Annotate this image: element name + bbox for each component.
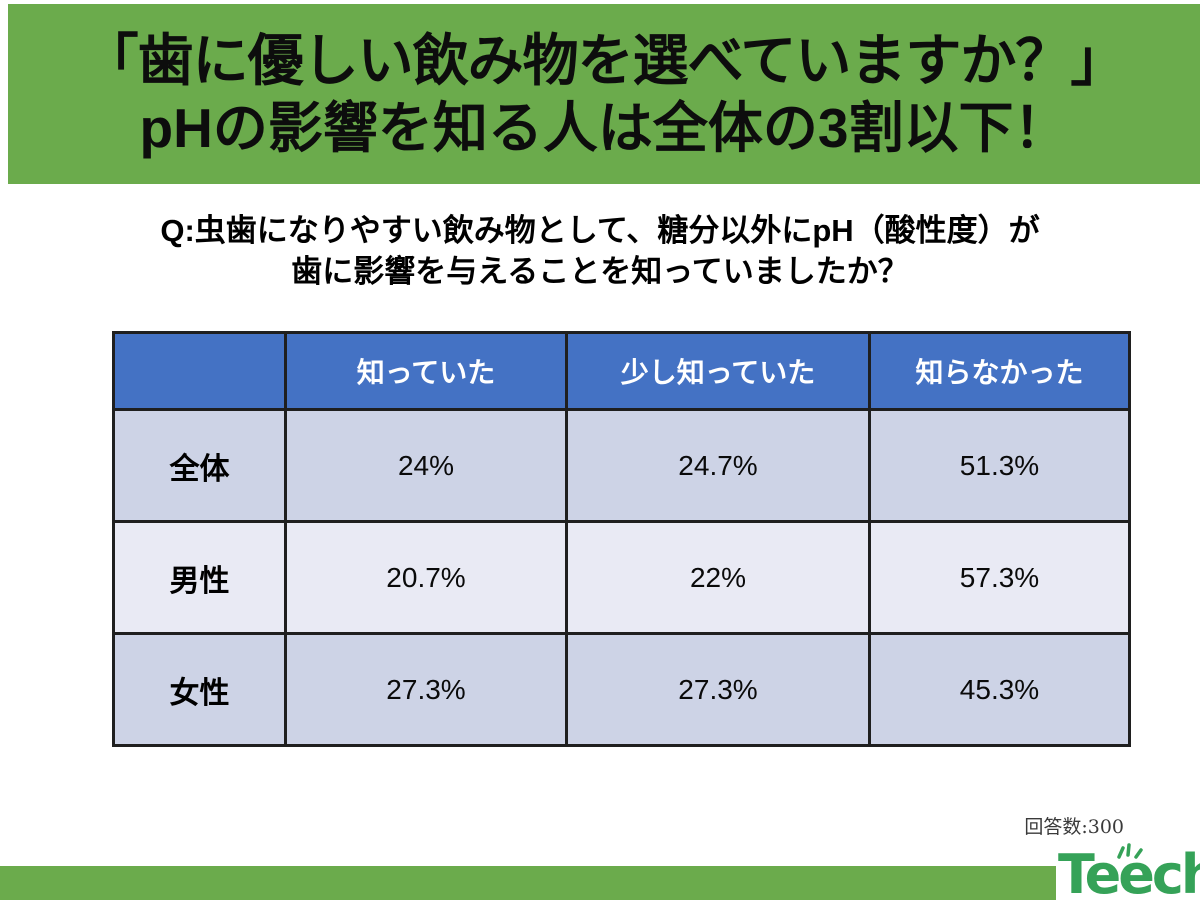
- header-cell-blank: [112, 331, 287, 411]
- logo-sparkle-icon: [1117, 843, 1143, 859]
- table-header-row: 知っていた 少し知っていた 知らなかった: [112, 331, 1131, 411]
- table-row-female: 女性 27.3% 27.3% 45.3%: [112, 632, 1131, 747]
- title-banner: 「歯に優しい飲み物を選べていますか？」 pHの影響を知る人は全体の3割以下！: [8, 4, 1200, 184]
- table-row-male: 男性 20.7% 22% 57.3%: [112, 520, 1131, 635]
- cell-male-knew-a-little: 22%: [565, 520, 871, 635]
- cell-overall-did-not-know: 51.3%: [868, 408, 1131, 523]
- teech-logo: Teech: [1058, 843, 1200, 900]
- title-line-2: pHの影響を知る人は全体の3割以下！: [139, 96, 1069, 159]
- table-row-overall: 全体 24% 24.7% 51.3%: [112, 408, 1131, 523]
- question-line-1: Q:虫歯になりやすい飲み物として、糖分以外にpH（酸性度）が: [160, 213, 1040, 248]
- row-label-male: 男性: [112, 520, 287, 635]
- header-cell-did-not-know: 知らなかった: [868, 331, 1131, 411]
- row-label-female: 女性: [112, 632, 287, 747]
- cell-overall-knew-a-little: 24.7%: [565, 408, 871, 523]
- cell-male-did-not-know: 57.3%: [868, 520, 1131, 635]
- cell-female-did-not-know: 45.3%: [868, 632, 1131, 747]
- row-label-overall: 全体: [112, 408, 287, 523]
- cell-female-knew: 27.3%: [284, 632, 568, 747]
- cell-female-knew-a-little: 27.3%: [565, 632, 871, 747]
- respondent-count: 回答数:300: [1024, 816, 1124, 838]
- cell-overall-knew: 24%: [284, 408, 568, 523]
- cell-male-knew: 20.7%: [284, 520, 568, 635]
- bottom-bar: [0, 866, 1056, 900]
- question-line-2: 歯に影響を与えることを知っていましたか？: [291, 254, 909, 289]
- survey-results-table: 知っていた 少し知っていた 知らなかった 全体 24% 24.7% 51.3% …: [112, 331, 1131, 747]
- title-line-1: 「歯に優しい飲み物を選べていますか？」: [82, 28, 1127, 92]
- survey-question: Q:虫歯になりやすい飲み物として、糖分以外にpH（酸性度）が 歯に影響を与えるこ…: [0, 210, 1200, 292]
- header-cell-knew: 知っていた: [284, 331, 568, 411]
- header-cell-knew-a-little: 少し知っていた: [565, 331, 871, 411]
- logo-wordmark: Teech: [1058, 843, 1200, 900]
